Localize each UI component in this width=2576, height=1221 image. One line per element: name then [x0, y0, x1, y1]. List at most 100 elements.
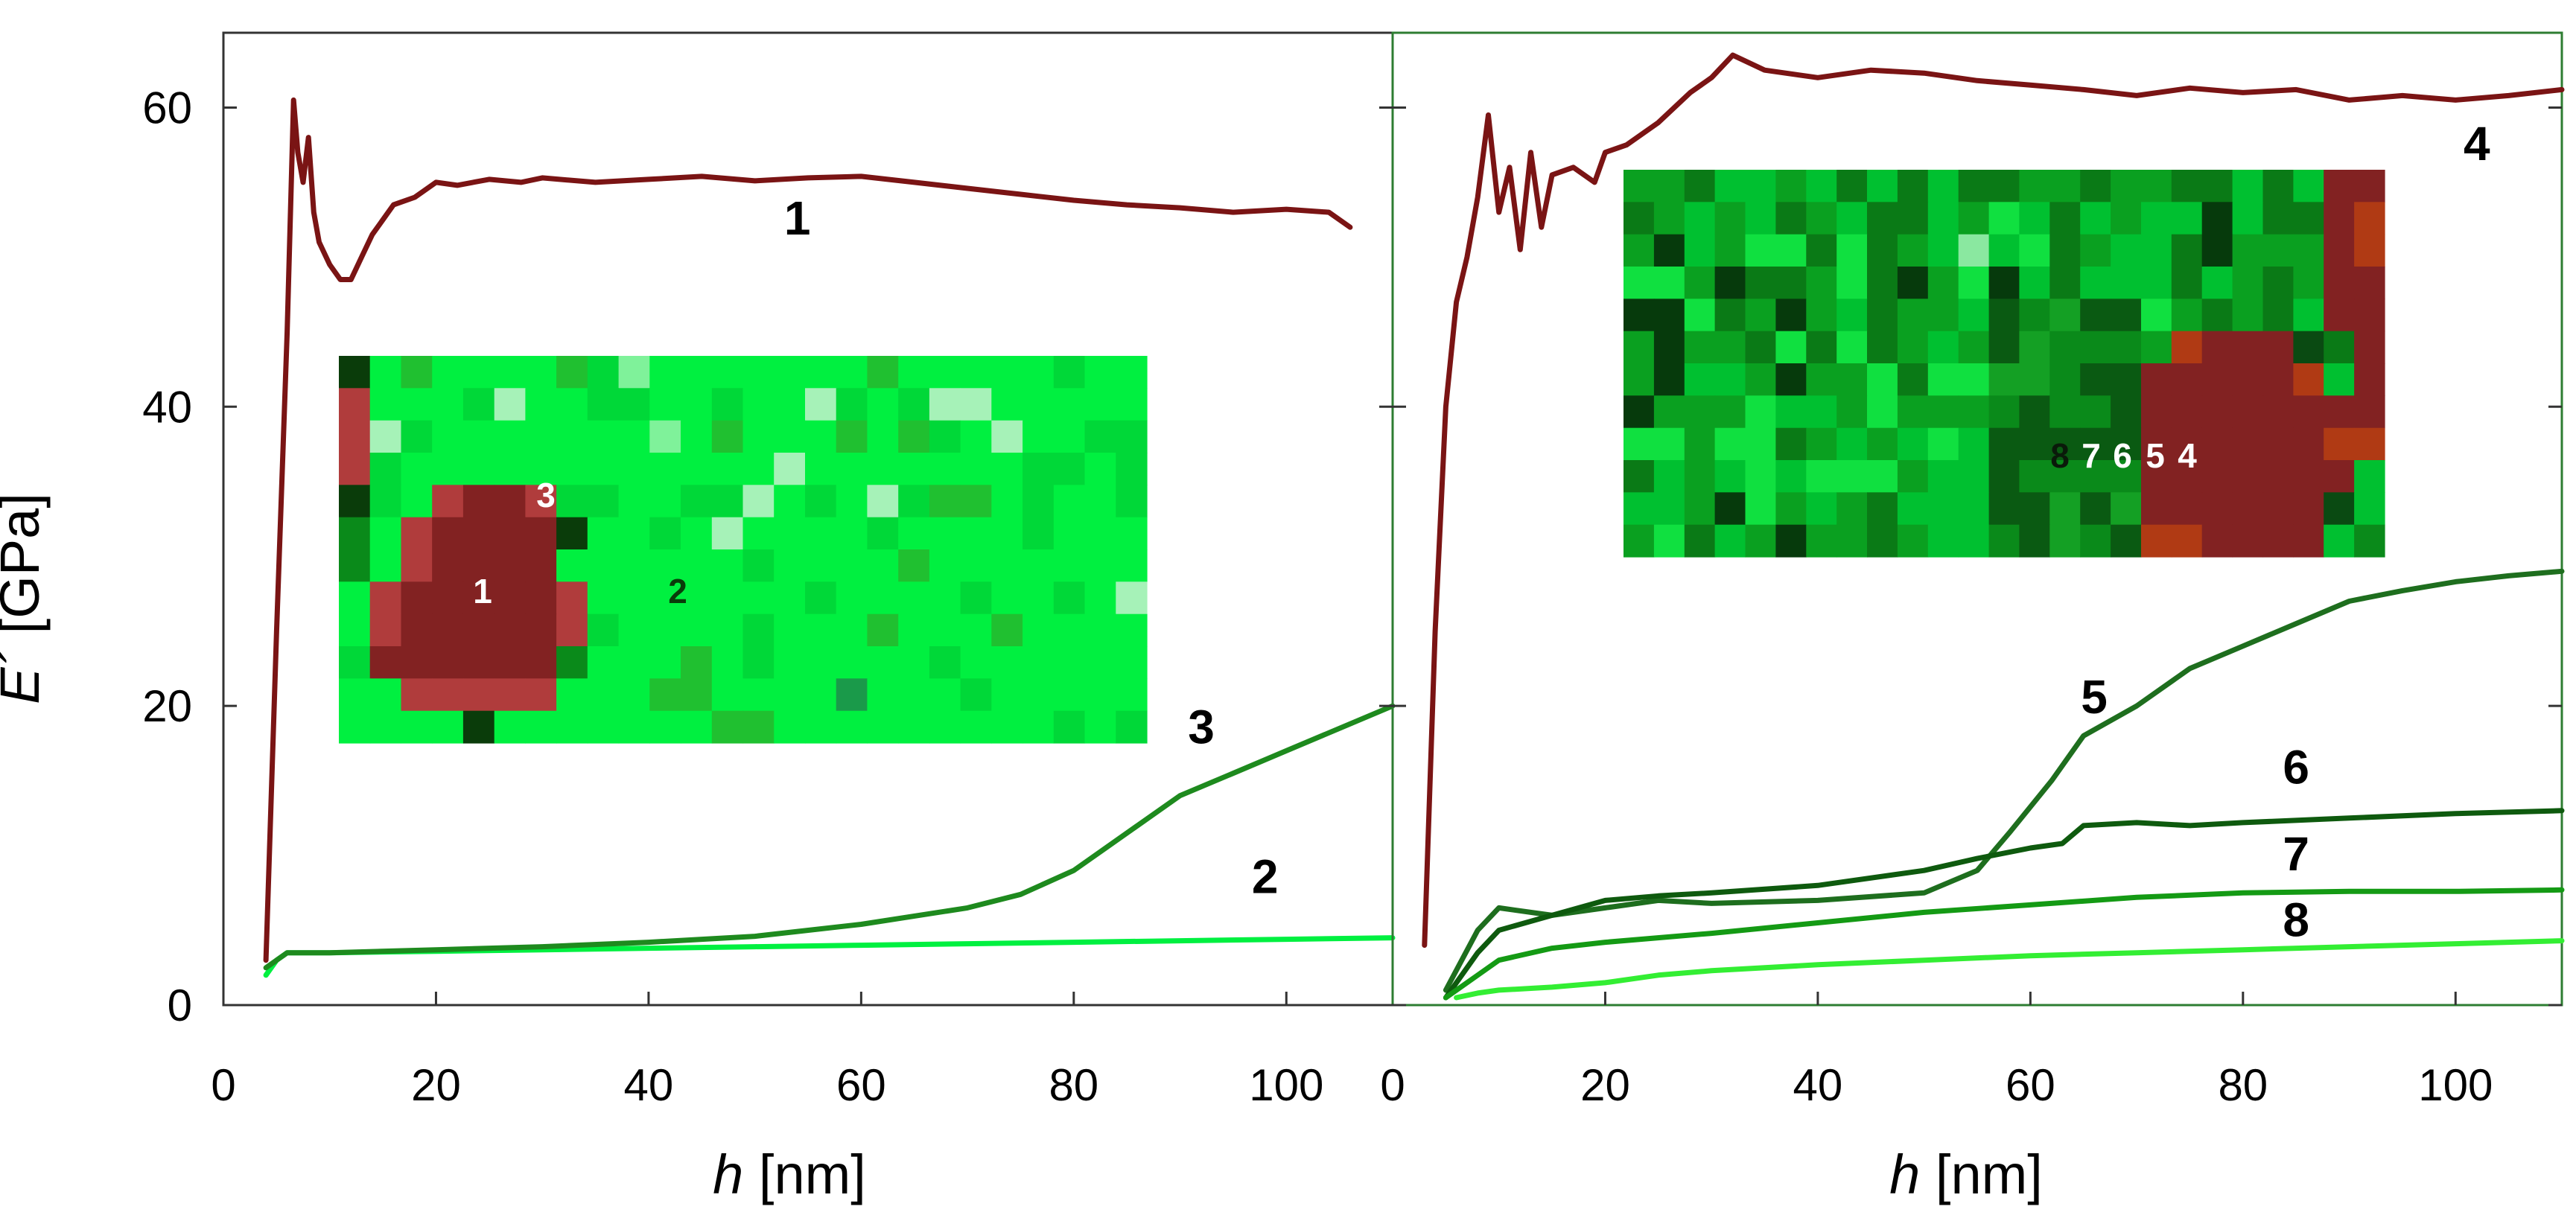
map-cell — [2080, 460, 2111, 493]
map-cell — [774, 517, 806, 550]
map-cell — [401, 420, 433, 453]
map-cell — [681, 356, 713, 389]
map-cell — [618, 453, 650, 485]
map-cell — [2354, 363, 2385, 396]
series-line-2 — [263, 935, 1396, 978]
map-cell — [2293, 460, 2324, 493]
map-cell — [1897, 460, 1929, 493]
map-cell — [494, 420, 526, 453]
map-cell — [836, 678, 868, 712]
map-cell — [1958, 267, 1990, 299]
map-cell — [774, 453, 806, 485]
map-cell — [898, 710, 930, 744]
map-cell — [1714, 299, 1746, 332]
map-cell — [1958, 395, 1990, 429]
map-cell — [1684, 395, 1716, 429]
map-cell — [2141, 492, 2172, 526]
map-cell — [1897, 234, 1929, 267]
map-cell — [2201, 524, 2233, 558]
map-cell — [681, 388, 713, 421]
map-cell — [1927, 234, 1959, 267]
map-cell — [836, 453, 868, 485]
map-cell — [1053, 613, 1086, 647]
map-cell — [805, 453, 837, 485]
map-cell — [432, 453, 464, 485]
map-cell — [836, 388, 868, 421]
map-cell — [1684, 427, 1716, 461]
map-cell — [2354, 427, 2385, 461]
map-cell — [1775, 331, 1807, 364]
map-cell — [1053, 581, 1086, 615]
map-cell — [618, 581, 650, 615]
map-cell — [2171, 267, 2203, 299]
map-cell — [1023, 646, 1055, 679]
map-cell — [494, 485, 526, 518]
curve-label-6: 6 — [2283, 741, 2309, 794]
map-cell — [369, 613, 401, 647]
map-cell — [836, 581, 868, 615]
map-cell — [1623, 427, 1655, 461]
map-cell — [1653, 492, 1685, 526]
map-cell — [432, 420, 464, 453]
map-cell — [2232, 427, 2264, 461]
map-cell — [2171, 492, 2203, 526]
x-axis-label-right: h [nm] — [1889, 1144, 2043, 1205]
map-label: 1 — [473, 572, 492, 610]
map-cell — [1116, 453, 1148, 485]
map-cell — [2080, 234, 2111, 267]
map-cell — [991, 581, 1023, 615]
map-label: 4 — [2178, 436, 2197, 475]
map-cell — [2019, 267, 2050, 299]
map-cell — [432, 388, 464, 421]
map-cell — [462, 420, 495, 453]
map-cell — [2201, 234, 2233, 267]
map-cell — [2262, 202, 2294, 235]
map-cell — [2262, 492, 2294, 526]
map-cell — [1116, 613, 1148, 647]
map-cell — [401, 549, 433, 582]
map-cell — [1958, 460, 1990, 493]
map-cell — [681, 646, 713, 679]
map-cell — [2111, 524, 2142, 558]
map-cell — [1958, 492, 1990, 526]
map-cell — [369, 678, 401, 712]
map-cell — [898, 420, 930, 453]
map-cell — [2111, 299, 2142, 332]
map-cell — [432, 485, 464, 518]
map-cell — [369, 453, 401, 485]
series-line-6 — [1443, 808, 2565, 1001]
map-cell — [2201, 427, 2233, 461]
map-cell — [1684, 234, 1716, 267]
map-cell — [587, 388, 620, 421]
map-cell — [867, 710, 899, 744]
map-cell — [2324, 492, 2355, 526]
map-cell — [1023, 678, 1055, 712]
map-cell — [1897, 267, 1929, 299]
map-cell — [1867, 427, 1898, 461]
map-cell — [711, 613, 744, 647]
map-cell — [2049, 524, 2081, 558]
map-cell — [805, 613, 837, 647]
map-cell — [1023, 581, 1055, 615]
y-tick-label: 40 — [142, 382, 192, 432]
map-cell — [525, 485, 557, 518]
map-cell — [2019, 202, 2050, 235]
map-cell — [898, 678, 930, 712]
map-cell — [2049, 363, 2081, 396]
map-cell — [618, 388, 650, 421]
map-cell — [1623, 299, 1655, 332]
map-cell — [462, 485, 495, 518]
map-cell — [1084, 646, 1116, 679]
map-cell — [2262, 427, 2294, 461]
map-cell — [805, 420, 837, 453]
map-cell — [369, 356, 401, 389]
map-cell — [2111, 395, 2142, 429]
map-cell — [649, 356, 681, 389]
map-cell — [1867, 524, 1898, 558]
map-cell — [1116, 678, 1148, 712]
map-cell — [432, 581, 464, 615]
map-label: 3 — [536, 476, 556, 514]
map-cell — [587, 420, 620, 453]
map-cell — [960, 517, 992, 550]
